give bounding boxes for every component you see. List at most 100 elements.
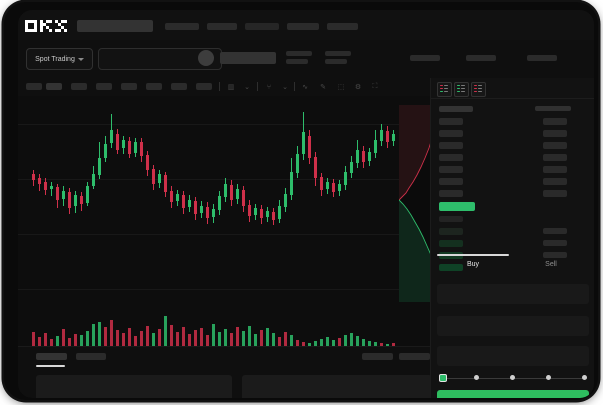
volume-bar <box>362 339 365 346</box>
orders-action-2[interactable] <box>399 353 430 360</box>
trading-subbar: Spot Trading <box>18 40 594 78</box>
nav-item-5[interactable] <box>327 23 358 30</box>
volume-bar <box>350 333 353 346</box>
volume-bar <box>32 332 35 346</box>
order-price-field[interactable] <box>437 284 589 304</box>
volume-bar <box>380 343 383 346</box>
orderbook-ask-row[interactable] <box>439 130 463 137</box>
nav-item-1[interactable] <box>165 23 199 30</box>
slider-step-25[interactable] <box>474 375 479 380</box>
volume-bar <box>146 326 149 346</box>
tf-button-6[interactable] <box>146 83 162 90</box>
orderbook-ask-row[interactable] <box>439 142 463 149</box>
volume-bar <box>176 332 179 346</box>
stat-1-value <box>286 59 308 64</box>
orderbook-ask-row[interactable] <box>439 154 463 161</box>
submit-buy-button[interactable] <box>437 390 589 398</box>
tf-button-1[interactable] <box>26 83 42 90</box>
timeframe-icon[interactable]: ▥ <box>227 84 235 91</box>
orderbook-bid-qty <box>543 228 567 234</box>
orderbook-bid-row[interactable] <box>439 228 463 235</box>
candle-chevron-icon[interactable]: ⌄ <box>282 84 288 91</box>
orderbook-ask-qty <box>543 142 567 149</box>
candle-body <box>332 183 335 192</box>
screenshot-icon[interactable]: ⬚ <box>337 84 345 91</box>
volume-bar <box>278 337 281 346</box>
candle-type-icon[interactable]: ⑂ <box>266 83 272 91</box>
orderbook-ask-row[interactable] <box>439 118 463 125</box>
tf-button-4[interactable] <box>96 83 112 90</box>
volume-bar <box>326 337 329 346</box>
tf-button-5[interactable] <box>121 83 137 90</box>
orderbook-bid-row[interactable] <box>439 240 463 247</box>
candle-body <box>296 154 299 173</box>
orderbook-bid-row[interactable] <box>439 252 463 259</box>
tab-buy[interactable]: Buy <box>466 261 480 268</box>
orderbook-asks-icon[interactable] <box>471 82 486 97</box>
tf-button-3[interactable] <box>71 83 87 90</box>
gridline <box>18 179 430 180</box>
volume-bar <box>158 329 161 346</box>
slider-step-100[interactable] <box>582 375 587 380</box>
device-screen: Spot Trading <box>18 10 594 398</box>
indicator-icon[interactable]: ∿ <box>302 84 308 91</box>
settings-icon[interactable]: ⚙ <box>354 84 362 91</box>
tf-button-2[interactable] <box>46 83 62 90</box>
nav-item-4[interactable] <box>287 23 319 30</box>
volume-bar <box>374 342 377 346</box>
order-amount-slider[interactable] <box>439 374 587 382</box>
price-chart[interactable] <box>18 96 430 346</box>
orderbook-ask-row[interactable] <box>439 178 463 185</box>
nav-item-3[interactable] <box>245 23 279 30</box>
orderbook-bids-icon[interactable] <box>454 82 469 97</box>
header-search-input[interactable] <box>77 20 153 32</box>
slider-step-75[interactable] <box>546 375 551 380</box>
orders-card-2[interactable] <box>242 375 432 398</box>
okx-logo-icon[interactable] <box>25 20 69 32</box>
candle-body <box>254 208 257 215</box>
orderbook-ask-row[interactable] <box>439 190 463 197</box>
volume-bar <box>302 342 305 346</box>
volume-bar <box>254 334 257 346</box>
order-amount-field[interactable] <box>437 316 589 336</box>
candle-body <box>302 132 305 154</box>
orders-action-1[interactable] <box>362 353 393 360</box>
candle-body <box>92 174 95 186</box>
orders-card-1[interactable] <box>36 375 232 398</box>
orders-tab-2[interactable] <box>76 353 106 360</box>
tf-button-8[interactable] <box>196 83 212 90</box>
slider-step-50[interactable] <box>510 375 515 380</box>
trading-mode-button[interactable]: Spot Trading <box>26 48 93 70</box>
nav-item-2[interactable] <box>207 23 237 30</box>
volume-bar <box>266 328 269 346</box>
order-total-field[interactable] <box>437 346 589 366</box>
volume-bar <box>188 334 191 346</box>
volume-bar <box>206 335 209 346</box>
orderbook-col-header-left <box>439 106 473 112</box>
orderbook-bid-row[interactable] <box>439 264 463 271</box>
orderbook-ask-qty <box>543 178 567 185</box>
candle-body <box>104 144 107 158</box>
candle-body <box>392 134 395 141</box>
volume-bar <box>134 336 137 346</box>
volume-bar <box>194 330 197 346</box>
tf-button-7[interactable] <box>171 83 187 90</box>
drawing-tool-icon[interactable]: ✎ <box>320 84 326 91</box>
orderbook-panel: Buy Sell <box>430 78 594 398</box>
candle-body <box>56 187 59 200</box>
orderbook-bid-row[interactable] <box>439 216 463 222</box>
timeframe-chevron-icon[interactable]: ⌄ <box>244 84 250 91</box>
volume-bar <box>50 339 53 346</box>
volume-bar <box>182 327 185 346</box>
tab-sell[interactable]: Sell <box>545 261 557 268</box>
orders-tab-1-underline <box>36 365 65 367</box>
candle-body <box>308 136 311 158</box>
slider-handle[interactable] <box>439 374 447 382</box>
orderbook-ask-row[interactable] <box>439 166 463 173</box>
candle-body <box>164 175 167 192</box>
orderbook-both-icon[interactable] <box>437 82 452 97</box>
orders-tab-1[interactable] <box>36 353 67 360</box>
candle-body <box>320 177 323 190</box>
candle-body <box>44 182 47 190</box>
fullscreen-icon[interactable]: ⛶ <box>372 83 378 90</box>
